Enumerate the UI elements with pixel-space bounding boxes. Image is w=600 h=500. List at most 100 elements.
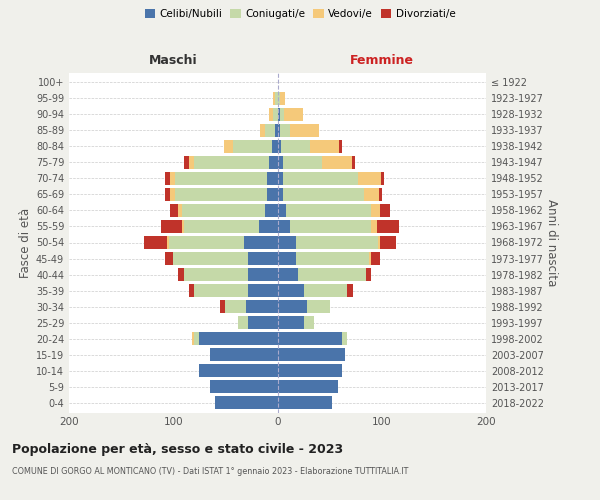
Bar — [277, 348, 345, 361]
Bar — [277, 332, 342, 345]
Bar — [169, 236, 244, 249]
Bar — [248, 316, 277, 329]
Bar — [269, 108, 274, 120]
Bar — [310, 140, 339, 152]
Bar — [339, 140, 342, 152]
Bar — [290, 220, 371, 233]
Bar — [277, 284, 304, 297]
Bar — [283, 156, 322, 168]
Bar — [283, 172, 358, 185]
Bar — [304, 284, 347, 297]
Bar — [277, 92, 280, 104]
Bar — [277, 300, 307, 313]
Bar — [298, 268, 366, 281]
Bar — [277, 108, 280, 120]
Bar — [277, 124, 280, 136]
Bar — [277, 156, 283, 168]
Bar — [352, 156, 355, 168]
Bar — [277, 188, 283, 201]
Y-axis label: Fasce di età: Fasce di età — [19, 208, 32, 278]
Bar — [220, 300, 226, 313]
Bar — [277, 268, 298, 281]
Bar — [238, 316, 248, 329]
Bar — [277, 380, 338, 394]
Bar — [189, 284, 194, 297]
Text: Maschi: Maschi — [149, 54, 197, 68]
Bar — [260, 124, 265, 136]
Bar — [248, 268, 277, 281]
Bar — [173, 252, 248, 265]
Bar — [364, 188, 379, 201]
Bar — [277, 204, 286, 217]
Bar — [161, 220, 182, 233]
Bar — [199, 332, 277, 345]
Bar — [277, 396, 332, 409]
Bar — [267, 172, 277, 185]
Bar — [265, 124, 275, 136]
Bar — [210, 380, 277, 394]
Bar — [144, 236, 167, 249]
Bar — [296, 236, 377, 249]
Bar — [296, 252, 369, 265]
Legend: Celibi/Nubili, Coniugati/e, Vedovi/e, Divorziati/e: Celibi/Nubili, Coniugati/e, Vedovi/e, Di… — [140, 5, 460, 24]
Bar — [377, 220, 400, 233]
Bar — [244, 236, 277, 249]
Bar — [259, 220, 277, 233]
Bar — [182, 220, 184, 233]
Bar — [358, 172, 381, 185]
Bar — [224, 140, 233, 152]
Bar — [274, 92, 275, 104]
Bar — [184, 220, 259, 233]
Bar — [165, 188, 170, 201]
Bar — [246, 300, 277, 313]
Bar — [170, 172, 175, 185]
Bar — [277, 316, 304, 329]
Text: Femmine: Femmine — [350, 54, 414, 68]
Bar — [272, 140, 277, 152]
Bar — [277, 172, 283, 185]
Bar — [165, 172, 170, 185]
Bar — [189, 156, 194, 168]
Bar — [371, 204, 380, 217]
Bar — [269, 156, 277, 168]
Bar — [226, 300, 246, 313]
Bar — [182, 204, 265, 217]
Bar — [233, 140, 272, 152]
Bar — [248, 252, 277, 265]
Bar — [277, 220, 290, 233]
Bar — [280, 108, 284, 120]
Bar — [170, 204, 178, 217]
Bar — [192, 332, 194, 345]
Bar — [165, 252, 173, 265]
Bar — [267, 188, 277, 201]
Bar — [380, 236, 397, 249]
Bar — [280, 124, 290, 136]
Bar — [277, 364, 342, 377]
Bar — [184, 156, 189, 168]
Bar — [280, 92, 285, 104]
Bar — [366, 268, 371, 281]
Bar — [184, 268, 248, 281]
Bar — [286, 204, 371, 217]
Bar — [281, 140, 310, 152]
Bar — [175, 172, 267, 185]
Bar — [275, 92, 277, 104]
Bar — [377, 236, 380, 249]
Text: Popolazione per età, sesso e stato civile - 2023: Popolazione per età, sesso e stato civil… — [12, 442, 343, 456]
Bar — [342, 332, 347, 345]
Bar — [215, 396, 277, 409]
Bar — [194, 332, 199, 345]
Bar — [194, 284, 248, 297]
Text: COMUNE DI GORGO AL MONTICANO (TV) - Dati ISTAT 1° gennaio 2023 - Elaborazione TU: COMUNE DI GORGO AL MONTICANO (TV) - Dati… — [12, 468, 409, 476]
Bar — [265, 204, 277, 217]
Bar — [277, 236, 296, 249]
Y-axis label: Anni di nascita: Anni di nascita — [545, 199, 558, 286]
Bar — [275, 124, 277, 136]
Bar — [274, 108, 277, 120]
Bar — [371, 220, 377, 233]
Bar — [379, 188, 382, 201]
Bar — [283, 188, 364, 201]
Bar — [167, 236, 169, 249]
Bar — [178, 204, 182, 217]
Bar — [170, 188, 175, 201]
